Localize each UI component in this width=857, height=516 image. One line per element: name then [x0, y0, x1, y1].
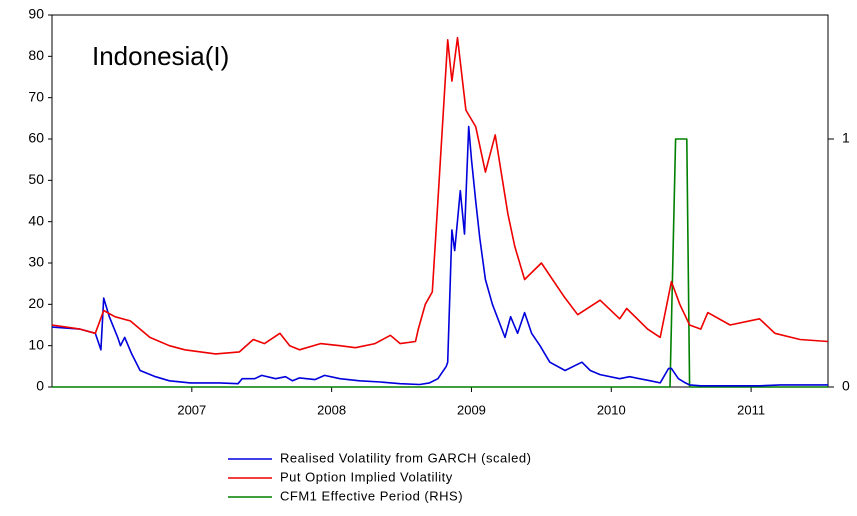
chart-title: Indonesia(I)	[92, 41, 229, 71]
y2-tick-label: 1	[842, 130, 850, 146]
y-tick-label: 10	[28, 336, 44, 352]
x-tick-label: 2011	[737, 402, 765, 417]
series-line	[51, 36, 829, 355]
y-tick-label: 80	[28, 47, 44, 63]
y-tick-label: 0	[36, 378, 44, 394]
series-line	[52, 138, 828, 388]
legend-label: Realised Volatility from GARCH (scaled)	[280, 450, 531, 465]
y-tick-label: 60	[28, 130, 44, 146]
x-tick-label: 2010	[597, 402, 626, 417]
x-tick-label: 2008	[317, 402, 346, 417]
x-tick-label: 2007	[177, 402, 206, 417]
y-tick-label: 40	[28, 212, 44, 228]
y-tick-label: 30	[28, 254, 44, 270]
legend-label: CFM1 Effective Period (RHS)	[280, 488, 463, 503]
x-tick-label: 2009	[457, 402, 486, 417]
y-tick-label: 50	[28, 171, 44, 187]
y2-tick-label: 0	[842, 378, 850, 394]
y-tick-label: 20	[28, 295, 44, 311]
series-line	[51, 125, 828, 387]
y-tick-label: 70	[28, 88, 44, 104]
y-tick-label: 90	[28, 6, 44, 22]
legend-label: Put Option Implied Volatility	[280, 469, 453, 484]
